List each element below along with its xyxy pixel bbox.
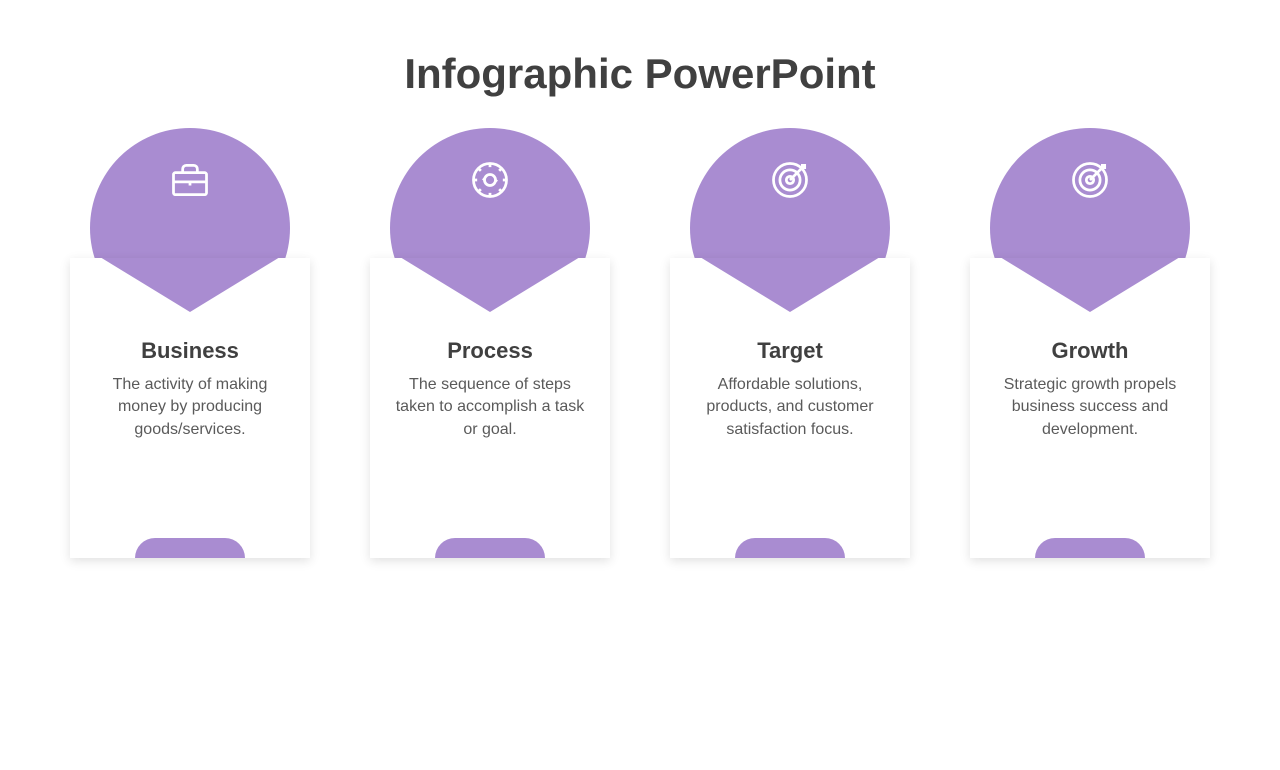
briefcase-icon: [168, 158, 212, 202]
card-title: Process: [388, 338, 592, 364]
card-growth: Growth Strategic growth propels business…: [970, 188, 1210, 558]
card-title: Target: [688, 338, 892, 364]
card-notch: [1000, 258, 1180, 312]
card-description: Strategic growth propels business succes…: [988, 374, 1192, 441]
card-notch: [100, 258, 280, 312]
card-title: Business: [88, 338, 292, 364]
gear-icon: [468, 158, 512, 202]
card-body: Target Affordable solutions, products, a…: [670, 258, 910, 558]
card-business: Business The activity of making money by…: [70, 188, 310, 558]
cards-container: Business The activity of making money by…: [0, 188, 1280, 558]
card-title: Growth: [988, 338, 1192, 364]
card-description: Affordable solutions, products, and cust…: [688, 374, 892, 441]
card-description: The sequence of steps taken to accomplis…: [388, 374, 592, 441]
card-target: Target Affordable solutions, products, a…: [670, 188, 910, 558]
card-bottom-pill: [735, 538, 845, 558]
card-description: The activity of making money by producin…: [88, 374, 292, 441]
card-bottom-pill: [135, 538, 245, 558]
card-bottom-pill: [1035, 538, 1145, 558]
target-icon: [1068, 158, 1112, 202]
target-icon: [768, 158, 812, 202]
card-bottom-pill: [435, 538, 545, 558]
card-body: Growth Strategic growth propels business…: [970, 258, 1210, 558]
card-process: Process The sequence of steps taken to a…: [370, 188, 610, 558]
card-notch: [400, 258, 580, 312]
card-body: Business The activity of making money by…: [70, 258, 310, 558]
page-title: Infographic PowerPoint: [0, 50, 1280, 98]
card-body: Process The sequence of steps taken to a…: [370, 258, 610, 558]
card-notch: [700, 258, 880, 312]
